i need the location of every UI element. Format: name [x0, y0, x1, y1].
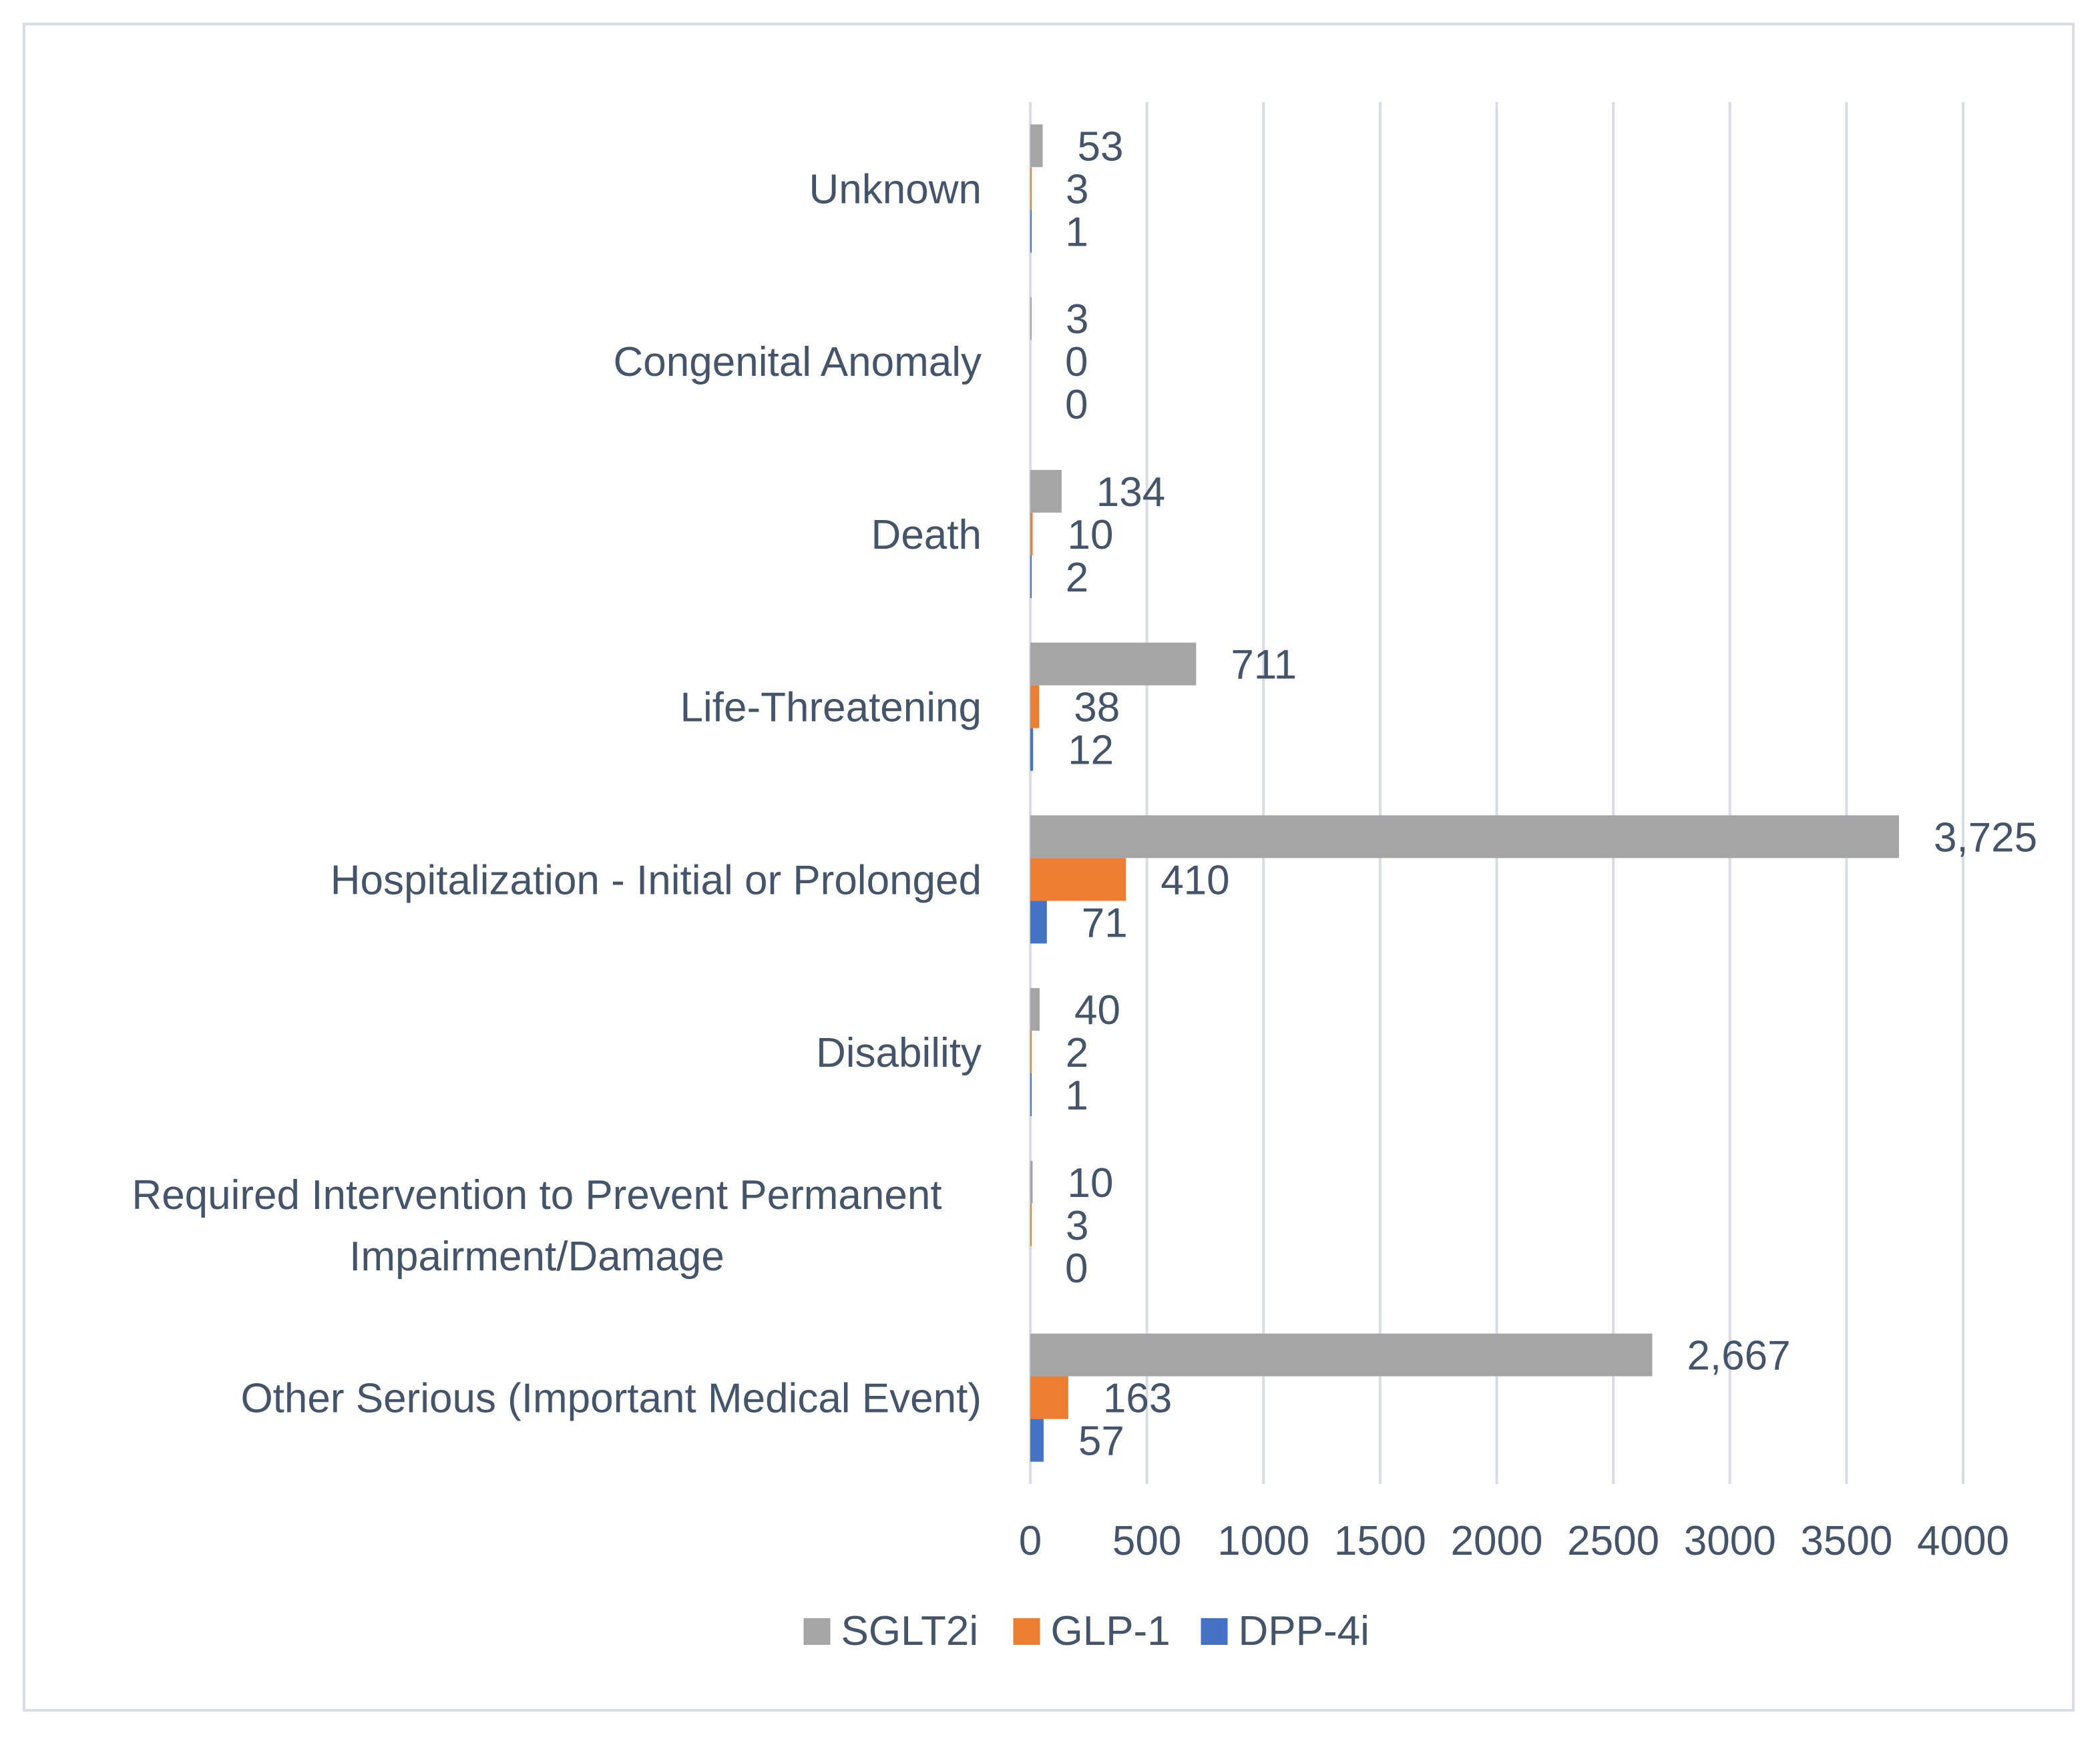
legend-swatch-dpp-4i: [1201, 1618, 1228, 1645]
x-tick-label: 500: [1112, 1518, 1181, 1564]
bar-sglt2i: [1030, 297, 1032, 340]
bar-dpp-4i: [1030, 728, 1034, 771]
x-tick-label: 4000: [1917, 1518, 2009, 1564]
bar-glp-1: [1030, 858, 1126, 901]
bar-glp-1: [1030, 1203, 1032, 1246]
data-label: 38: [1074, 685, 1120, 731]
category-label: Impairment/Damage: [349, 1234, 724, 1280]
data-label: 10: [1067, 512, 1113, 558]
bar-sglt2i: [1030, 469, 1062, 513]
bar-dpp-4i: [1030, 210, 1032, 253]
bar-glp-1: [1030, 512, 1033, 555]
data-label: 1: [1065, 209, 1088, 255]
legend-label: SGLT2i: [841, 1608, 979, 1654]
bar-dpp-4i: [1030, 1419, 1044, 1462]
bars: [1030, 124, 1899, 1462]
data-label: 0: [1065, 1246, 1088, 1292]
legend: SGLT2i GLP-1 DPP-4i: [803, 1608, 1370, 1654]
bar-dpp-4i: [1030, 901, 1047, 944]
bar-glp-1: [1030, 685, 1040, 728]
category-label: Disability: [816, 1030, 982, 1076]
data-label: 2,667: [1687, 1333, 1790, 1379]
bar-sglt2i: [1030, 1333, 1653, 1377]
data-label: 10: [1067, 1160, 1113, 1206]
data-label: 0: [1065, 339, 1088, 385]
data-label: 711: [1231, 642, 1297, 688]
legend-label: GLP-1: [1051, 1608, 1171, 1654]
data-label: 2: [1066, 1030, 1088, 1076]
x-tick-label: 2000: [1451, 1518, 1543, 1564]
category-label: Other Serious (Important Medical Event): [240, 1376, 982, 1422]
legend-label: DPP-4i: [1239, 1608, 1370, 1654]
x-tick-label: 3500: [1800, 1518, 1892, 1564]
legend-swatch-sglt2i: [803, 1618, 831, 1645]
value-labels: 533130013410271138123,72541071402110302,…: [1065, 123, 2037, 1464]
bar-glp-1: [1030, 167, 1032, 210]
x-tick-label: 3000: [1684, 1518, 1776, 1564]
category-label: Life-Threatening: [680, 685, 982, 731]
gridlines: [1029, 102, 1964, 1484]
data-label: 3: [1066, 1203, 1088, 1249]
data-label: 53: [1078, 123, 1124, 170]
data-label: 3: [1066, 296, 1088, 342]
data-label: 57: [1078, 1419, 1124, 1465]
data-label: 3,725: [1934, 814, 2037, 860]
category-label: Required Intervention to Prevent Permane…: [132, 1172, 941, 1218]
data-label: 40: [1074, 987, 1120, 1033]
category-label: Congenital Anomaly: [614, 339, 982, 385]
bar-sglt2i: [1030, 988, 1040, 1031]
bar-sglt2i: [1030, 815, 1899, 858]
x-tick-label: 1500: [1334, 1518, 1426, 1564]
x-tick-label: 2500: [1567, 1518, 1659, 1564]
x-tick-label: 1000: [1217, 1518, 1309, 1564]
bar-dpp-4i: [1030, 1073, 1032, 1117]
bar-sglt2i: [1030, 1160, 1033, 1204]
bar-glp-1: [1030, 1376, 1068, 1419]
x-tick-label: 0: [1019, 1518, 1042, 1564]
data-label: 1: [1065, 1073, 1088, 1119]
category-label: Unknown: [809, 166, 982, 212]
category-label: Death: [871, 512, 982, 558]
bar-dpp-4i: [1030, 555, 1032, 598]
category-labels: Unknown Congenital Anomaly Death Life-Threa…: [132, 166, 982, 1421]
data-label: 2: [1066, 555, 1088, 601]
chart-frame: 53 3 1 3 0 0 134 10 2 711 38 12 3,725 410 71 40 2 1 10 3 0 2,…: [23, 23, 2075, 1712]
bar-sglt2i: [1030, 124, 1043, 168]
data-label: 163: [1103, 1376, 1172, 1422]
data-label: 410: [1161, 857, 1229, 903]
bar-chart: 533130013410271138123,72541071402110302,…: [132, 102, 2037, 1654]
data-label: 0: [1065, 382, 1088, 428]
data-label: 71: [1082, 900, 1128, 946]
bar-glp-1: [1030, 1031, 1032, 1074]
data-label: 3: [1066, 166, 1088, 212]
legend-swatch-glp-1: [1013, 1618, 1040, 1645]
x-axis-tick-labels: 0 500 1000 1500 2000 2500 3000 3500 4000: [1019, 1518, 2009, 1564]
data-label: 12: [1068, 728, 1114, 774]
bar-sglt2i: [1030, 642, 1197, 686]
data-label: 134: [1096, 469, 1165, 515]
category-label: Hospitalization - Initial or Prolonged: [331, 857, 982, 903]
